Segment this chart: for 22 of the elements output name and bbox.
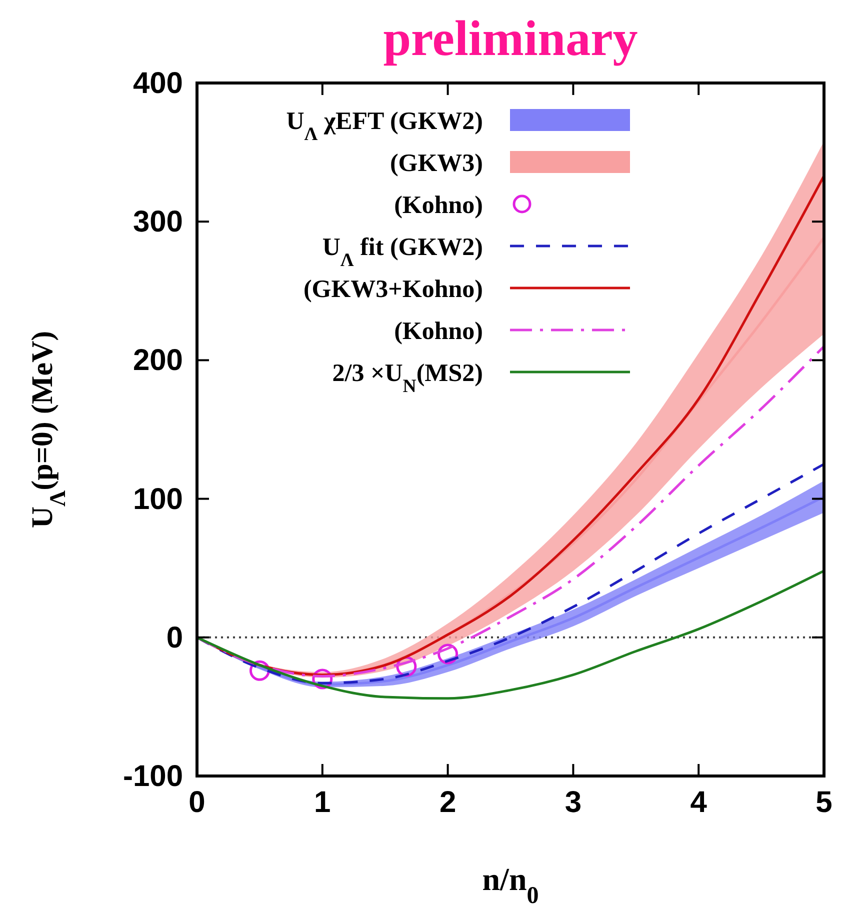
- x-tick-label: 2: [439, 786, 456, 819]
- legend-label: (GKW3+Kohno): [303, 276, 483, 303]
- x-axis-title: n/n$_{0}$: [482, 861, 539, 909]
- chart-title: preliminary: [383, 10, 638, 66]
- x-tick-label: 3: [564, 786, 582, 819]
- x-tick-label: 1: [314, 786, 331, 819]
- legend-label: (GKW3): [390, 150, 483, 177]
- legend-label: (Kohno): [394, 318, 483, 345]
- y-tick-label: -100: [122, 760, 183, 793]
- y-tick-label: 0: [166, 621, 183, 654]
- y-tick-label: 300: [132, 206, 183, 239]
- legend-label: 2/3 ×U$_{N}$(MS2): [332, 360, 483, 396]
- y-tick-label: 100: [132, 482, 183, 516]
- x-tick-label: 5: [816, 786, 832, 819]
- legend-label: U$_{Λ}$ χEFT (GKW2): [286, 108, 483, 144]
- y-tick-label: 400: [132, 67, 183, 100]
- legend-label: U$_{Λ}$ fit (GKW2): [322, 234, 483, 270]
- y-tick-label: 200: [132, 344, 183, 378]
- legend-label: (Kohno): [394, 192, 483, 219]
- line-series: [197, 570, 824, 700]
- x-tick-label: 4: [690, 786, 708, 819]
- x-tick-label: 0: [188, 786, 206, 819]
